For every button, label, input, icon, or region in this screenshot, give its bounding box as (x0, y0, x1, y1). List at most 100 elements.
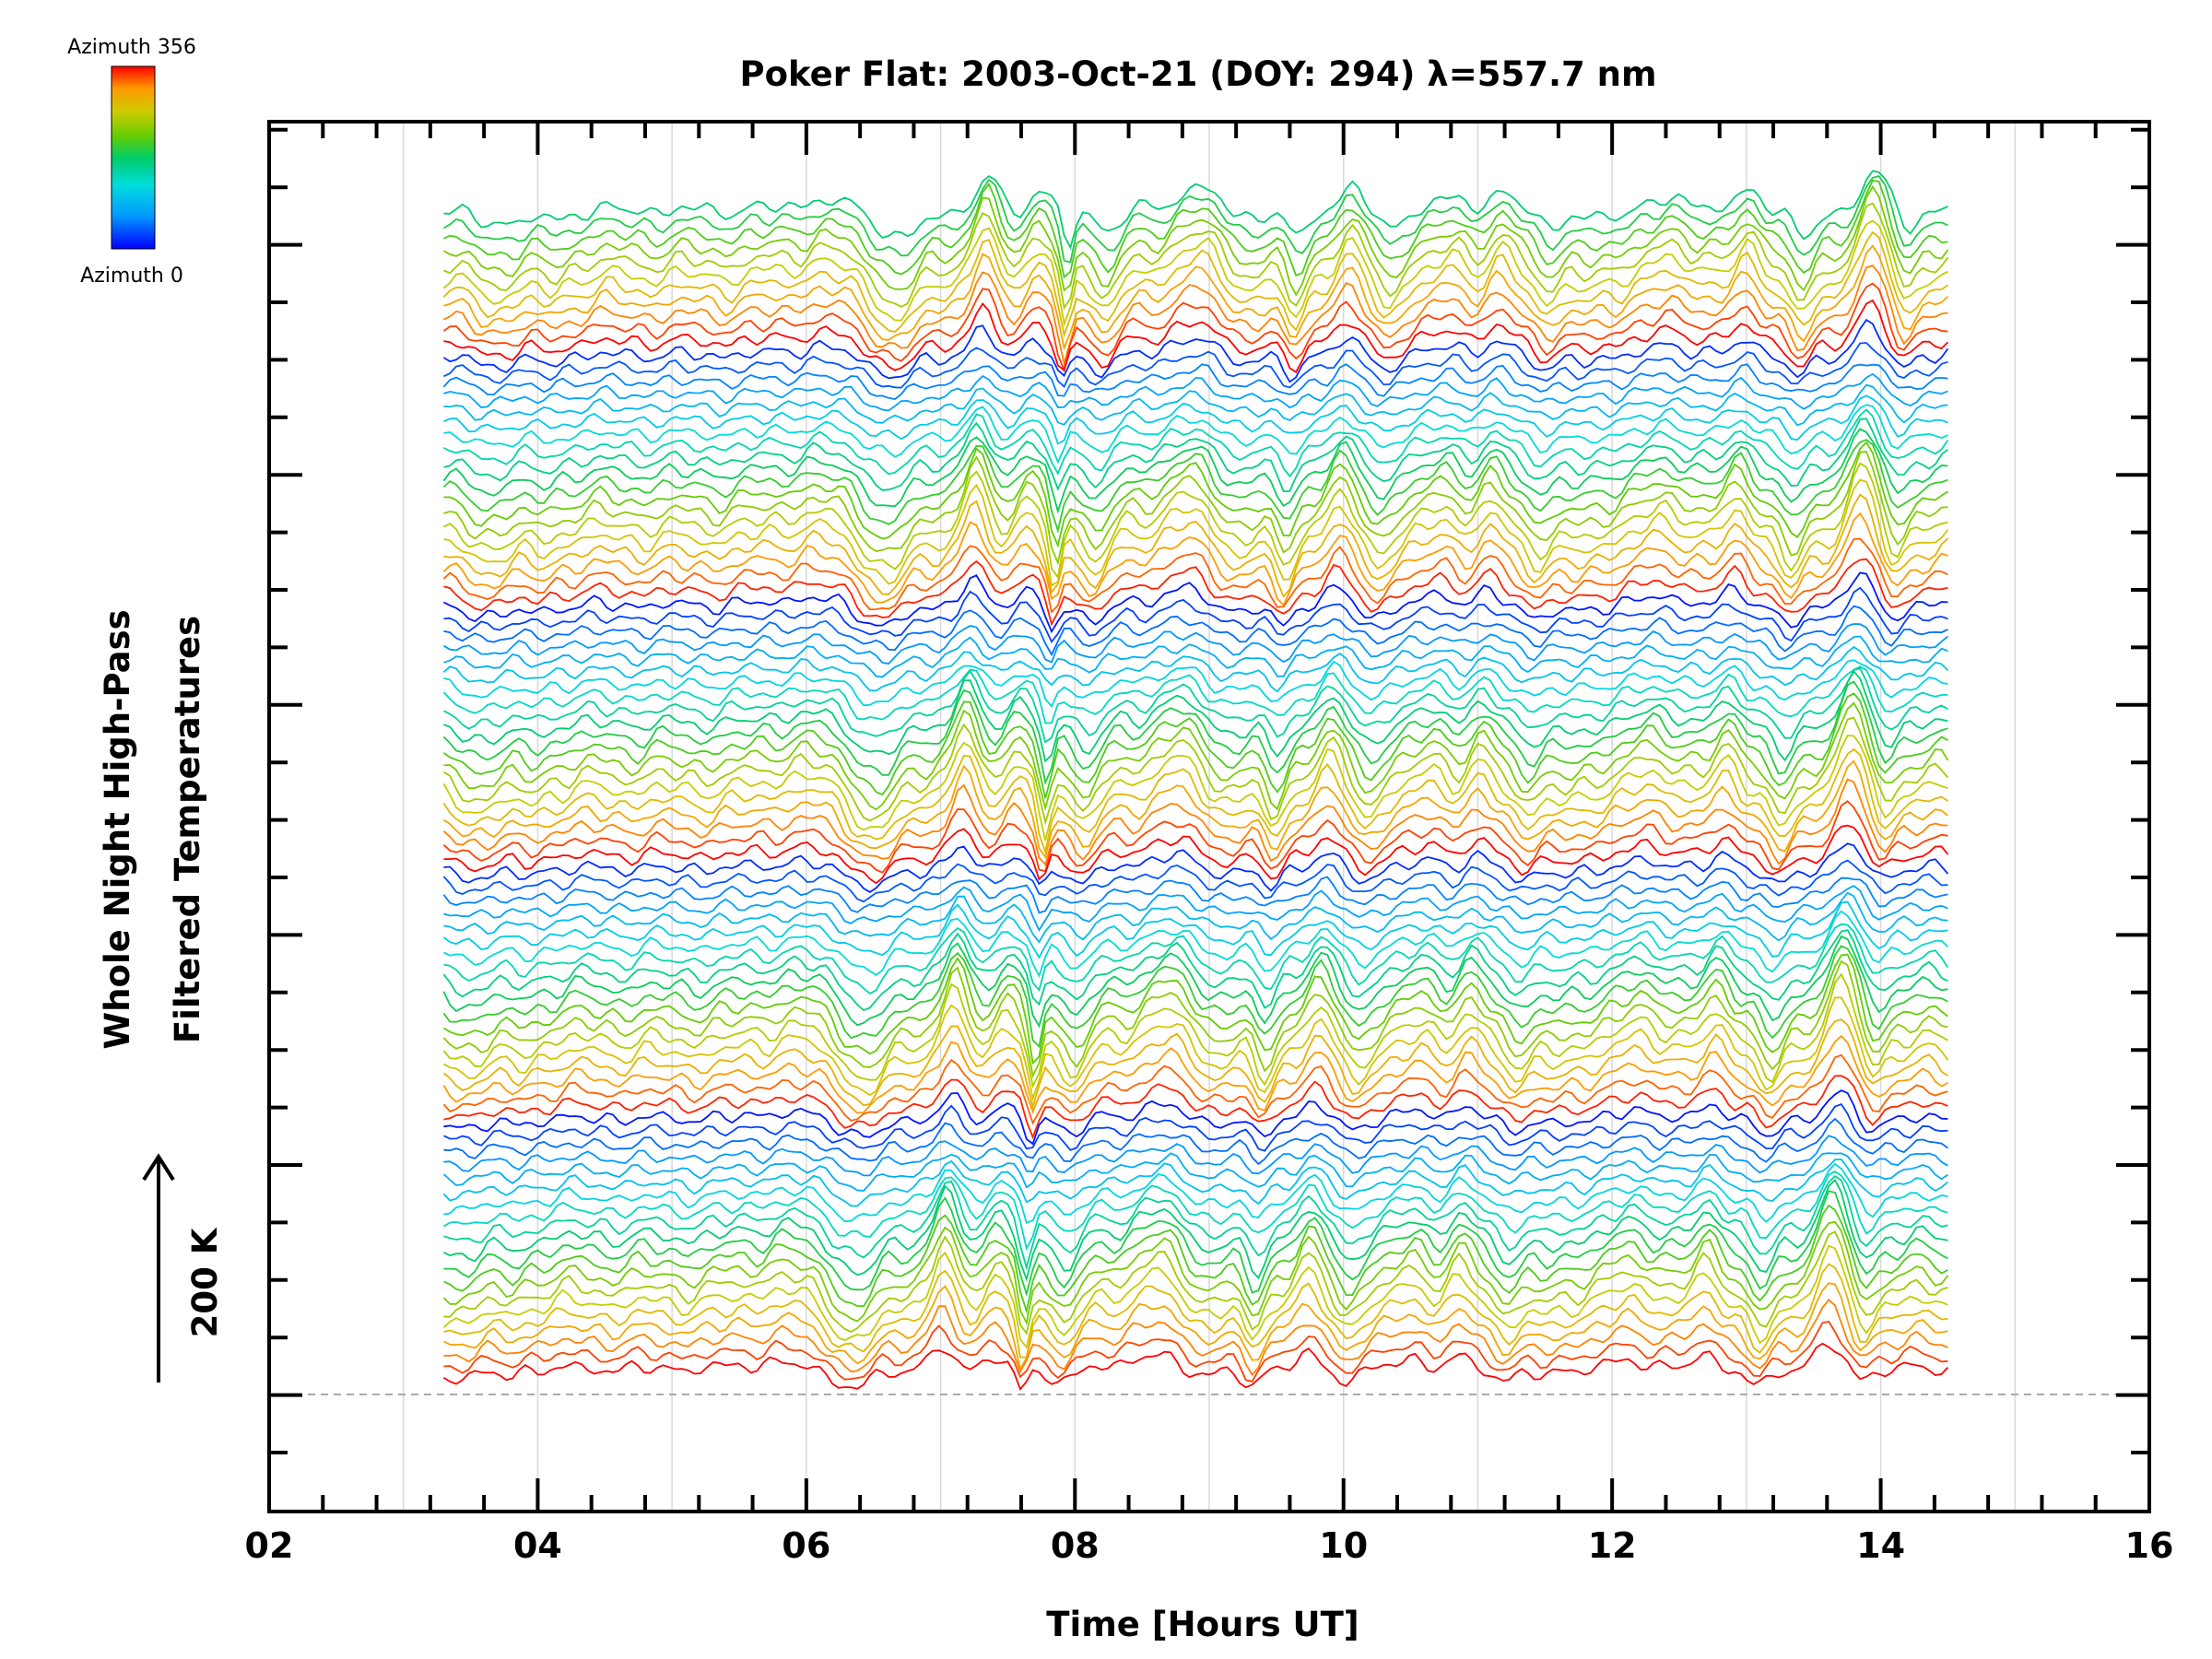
series-line (442, 859, 1948, 903)
x-tick-label: 12 (1588, 1525, 1637, 1566)
series-line (442, 876, 1948, 914)
series-line (442, 1053, 1948, 1125)
series-line (442, 692, 1948, 799)
series-line (442, 800, 1948, 874)
chart-title: Poker Flat: 2003-Oct-21 (DOY: 294) λ=557… (739, 54, 1656, 94)
series-line (442, 1244, 1948, 1349)
series-line (442, 645, 1949, 693)
series-line (443, 493, 1949, 598)
series-line (443, 605, 1948, 657)
series-line (442, 667, 1948, 744)
series-line (443, 1263, 1948, 1359)
series-line (443, 1117, 1948, 1166)
series-line (442, 174, 1948, 264)
x-tick-label: 02 (245, 1525, 294, 1566)
series-line (443, 1190, 1948, 1298)
series-line (443, 202, 1949, 311)
series-line (443, 418, 1948, 493)
series-line (442, 900, 1948, 959)
series-line (442, 929, 1948, 1012)
series-line (443, 1282, 1948, 1371)
series-line (442, 219, 1948, 327)
series-line (442, 778, 1948, 866)
series-line (443, 342, 1948, 389)
series-line (442, 716, 1949, 826)
series-line (443, 586, 1948, 644)
x-tick-label: 06 (782, 1525, 830, 1566)
series-line (442, 680, 1948, 786)
x-tick-label: 10 (1319, 1525, 1368, 1566)
series-line (442, 735, 1948, 841)
series-line (443, 394, 1948, 445)
series-line (443, 441, 1948, 548)
series-line (443, 701, 1949, 812)
series-line (442, 363, 1948, 401)
series-line (442, 959, 1948, 1078)
series-line (442, 623, 1948, 665)
series-line (442, 571, 1948, 634)
series-line (443, 372, 1948, 412)
colorbar-top-label: Azimuth 356 (67, 36, 196, 59)
series-line (443, 1135, 1948, 1177)
x-tick-labels: 02 04 06 08 10 12 14 16 (245, 1525, 2174, 1566)
series-line (442, 537, 1948, 614)
series-line (442, 1178, 1948, 1282)
series-line (443, 451, 1948, 566)
series-line (443, 478, 1949, 587)
series-line (442, 972, 1948, 1089)
series-line (443, 923, 1949, 995)
series-line (442, 1034, 1948, 1114)
series-line (442, 318, 1949, 383)
series-line (443, 1103, 1948, 1152)
series-line (443, 383, 1948, 427)
series-line (442, 1158, 1948, 1207)
series-line (442, 282, 1948, 373)
x-tick-label: 14 (1856, 1525, 1905, 1566)
colorbar-bottom-label: Azimuth 0 (80, 265, 183, 288)
series-line (442, 1018, 1948, 1111)
series-line (443, 264, 1948, 367)
x-axis-label: Time [Hours UT] (1046, 1605, 1359, 1644)
series-line (442, 1342, 1949, 1391)
series-line (443, 1089, 1948, 1146)
series-line (442, 462, 1948, 580)
series-line (443, 299, 1949, 373)
axes (267, 120, 2151, 1513)
series-line (442, 996, 1949, 1102)
series-line (443, 635, 1948, 678)
series-line (443, 404, 1948, 465)
y-axis-label-line2: Filtered Temperatures (168, 616, 207, 1043)
series-line (442, 184, 1949, 297)
series-line (443, 891, 1948, 944)
series-line (443, 910, 1949, 979)
colorbar (111, 65, 156, 250)
series-line (443, 1162, 1948, 1224)
series-line (443, 842, 1949, 893)
series-line (443, 824, 1949, 885)
series-line (442, 1171, 1948, 1252)
series-line (442, 747, 1948, 855)
plot-frame (267, 120, 2151, 1513)
x-tick-label: 08 (1051, 1525, 1100, 1566)
series-line (442, 759, 1948, 860)
series-line (442, 230, 1948, 338)
x-tick-label: 16 (2125, 1525, 2174, 1566)
x-tick-label: 04 (513, 1525, 562, 1566)
series-line (443, 558, 1948, 627)
series-line (442, 665, 1948, 724)
scale-label: 200 K (185, 1227, 225, 1337)
series-line (443, 1204, 1948, 1315)
series-line (443, 1298, 1948, 1377)
series-line (442, 945, 1948, 1049)
series-line (443, 1320, 1948, 1382)
series-line (442, 512, 1948, 606)
series-line (443, 669, 1948, 763)
series-line (443, 885, 1948, 932)
series-line (442, 439, 1948, 534)
series-line (442, 428, 1948, 514)
series-line (443, 659, 1948, 709)
series-line (442, 953, 1948, 1065)
scale-arrow (142, 1153, 175, 1382)
series-line (443, 1230, 1948, 1335)
series-line (442, 935, 1948, 1029)
